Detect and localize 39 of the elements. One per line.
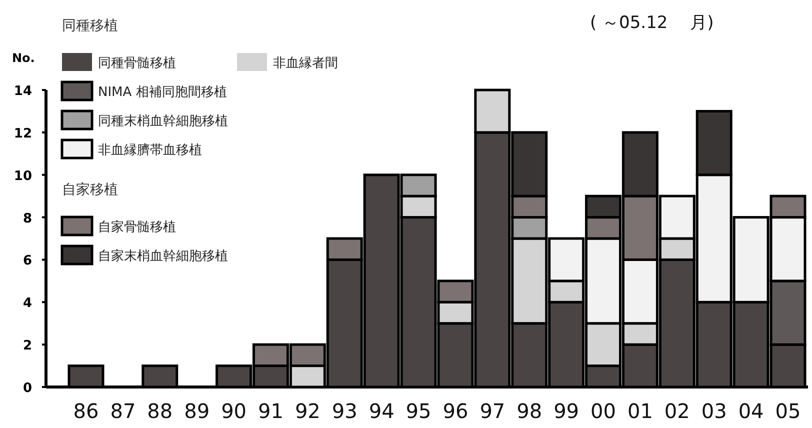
legend-label: 非血縁者間 <box>273 56 338 71</box>
x-tick-label: 91 <box>258 399 284 423</box>
x-tick-label: 90 <box>221 399 247 423</box>
x-tick-label: 03 <box>701 399 727 423</box>
x-tick-label: 05 <box>775 399 801 423</box>
legend-label: 同種骨髄移植 <box>98 56 176 71</box>
x-tick-label: 99 <box>554 399 580 423</box>
text: ( ～05.12 月) <box>590 13 714 33</box>
x-tick-label: 98 <box>516 399 542 423</box>
x-tick-label: 97 <box>480 399 506 423</box>
y-tick-label: 2 <box>22 338 32 354</box>
y-tick-label: 0 <box>22 381 32 396</box>
x-tick-label: 88 <box>147 399 173 423</box>
x-tick-label: 96 <box>442 399 468 423</box>
x-tick-label: 92 <box>294 399 320 423</box>
x-tick-label: 89 <box>184 399 210 423</box>
y-tick-label: 10 <box>14 168 32 184</box>
x-tick-label: 86 <box>73 399 99 423</box>
x-tick-label: 02 <box>664 399 690 423</box>
x-tick-label: 04 <box>738 399 764 423</box>
x-tick-label: 00 <box>590 399 616 423</box>
x-tick-label: 95 <box>406 399 432 423</box>
legend-label: 自家末梢血幹細胞移植 <box>98 248 228 264</box>
legend-label: 同種末梢血幹細胞移植 <box>98 114 228 129</box>
y-tick-label: 6 <box>22 254 32 269</box>
x-tick-label: 87 <box>110 399 136 423</box>
legend-title: 同種移植 <box>62 18 118 34</box>
legend-label: 自家骨髄移植 <box>98 219 176 235</box>
x-tick-label: 01 <box>627 399 653 423</box>
y-tick-label: 8 <box>22 211 32 226</box>
y-axis-title: No. <box>12 51 35 65</box>
y-tick-label: 12 <box>14 126 32 142</box>
legend-label: 非血縁臍帯血移植 <box>98 143 202 158</box>
x-tick-label: 94 <box>368 399 394 423</box>
y-tick-label: 14 <box>14 84 32 99</box>
y-tick-label: 4 <box>22 296 32 312</box>
legend-label: NIMA 相補同胞間移植 <box>98 85 227 100</box>
annotation: 自家移植 <box>62 182 118 198</box>
x-tick-label: 93 <box>332 399 358 423</box>
